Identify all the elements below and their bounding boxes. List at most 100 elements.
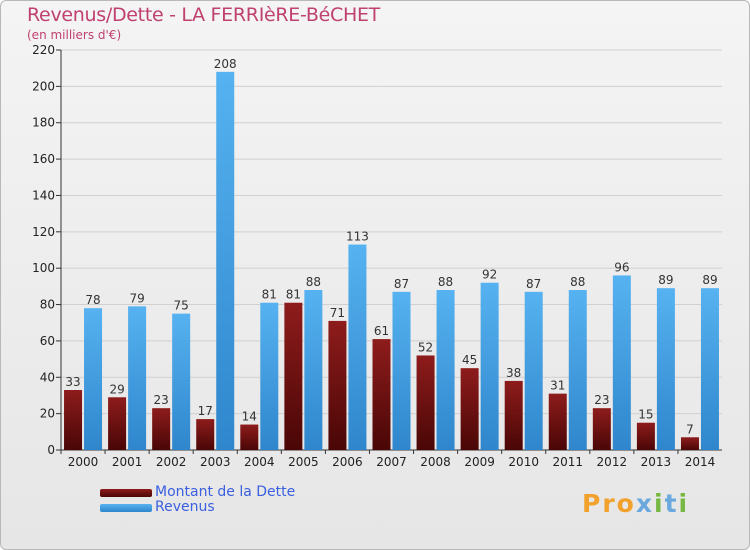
data-label-debt-2007: 61: [374, 324, 389, 338]
bar-revenus-2010: [524, 291, 543, 450]
data-label-debt-2002: 23: [154, 393, 169, 407]
bar-revenus-2007: [392, 291, 411, 450]
y-tick-label-180: 180: [32, 116, 55, 130]
logo-letter: t: [664, 489, 679, 518]
data-label-revenus-2010: 87: [526, 277, 541, 291]
data-label-revenus-2003: 208: [214, 57, 237, 71]
x-tick-label-2012: 2012: [597, 455, 628, 469]
bar-revenus-2002: [172, 313, 191, 450]
legend-swatch-debt: [100, 489, 152, 497]
bar-revenus-2003: [216, 71, 235, 451]
bar-debt-2005: [284, 302, 303, 450]
x-tick-label-2000: 2000: [68, 455, 99, 469]
legend-label-revenus: Revenus: [155, 499, 215, 515]
y-tick-label-120: 120: [32, 225, 55, 239]
bar-revenus-2008: [436, 290, 455, 450]
data-label-revenus-2009: 92: [482, 268, 497, 282]
y-tick-label-200: 200: [32, 79, 55, 93]
chart-title: Revenus/Dette - LA FERRIèRE-BéCHET: [27, 4, 380, 26]
data-label-debt-2011: 31: [550, 379, 565, 393]
bar-revenus-2011: [568, 290, 587, 450]
logo-letter: i: [654, 489, 665, 518]
y-tick-label-60: 60: [40, 334, 55, 348]
data-label-debt-2013: 15: [638, 408, 653, 422]
bar-revenus-2000: [84, 308, 103, 450]
data-label-debt-2014: 7: [686, 422, 694, 436]
data-label-revenus-2001: 79: [129, 291, 144, 305]
bar-debt-2008: [416, 355, 435, 450]
x-tick-label-2014: 2014: [685, 455, 716, 469]
bar-debt-2000: [64, 390, 83, 450]
y-tick-label-140: 140: [32, 188, 55, 202]
data-label-debt-2000: 33: [65, 375, 80, 389]
bars: [64, 71, 719, 451]
bar-debt-2002: [152, 408, 171, 450]
bar-revenus-2004: [260, 302, 279, 450]
data-label-debt-2005: 81: [286, 288, 301, 302]
x-tick-label-2003: 2003: [200, 455, 231, 469]
data-label-debt-2012: 23: [594, 393, 609, 407]
bar-debt-2012: [592, 408, 611, 450]
logo-letter: o: [616, 489, 636, 518]
x-tick-label-2009: 2009: [464, 455, 495, 469]
data-label-debt-2010: 38: [506, 366, 521, 380]
labels: 0 20 40 60 80 100 120 140 160 180 200 220 33 78 2000 29…: [32, 43, 718, 469]
logo-letter: i: [678, 489, 690, 518]
axes: [56, 49, 722, 454]
bar-debt-2004: [240, 424, 259, 450]
logo-letter: x: [635, 489, 654, 518]
legend-swatch-revenus: [100, 504, 152, 512]
chart-subtitle: (en milliers d'€): [27, 28, 122, 42]
legend-label-debt: Montant de la Dette: [155, 484, 296, 500]
x-tick-label-2008: 2008: [420, 455, 451, 469]
bar-debt-2013: [636, 422, 655, 450]
y-tick-label-40: 40: [40, 370, 55, 384]
bar-debt-2001: [108, 397, 127, 450]
logo-letter: P: [582, 489, 603, 518]
x-tick-label-2001: 2001: [112, 455, 143, 469]
data-label-revenus-2007: 87: [394, 277, 409, 291]
y-tick-label-160: 160: [32, 152, 55, 166]
bar-debt-2011: [548, 393, 567, 450]
data-label-debt-2008: 52: [418, 340, 433, 354]
data-label-revenus-2006: 113: [346, 230, 369, 244]
data-label-revenus-2000: 78: [85, 293, 100, 307]
bar-revenus-2014: [700, 288, 719, 450]
y-tick-label-20: 20: [40, 407, 55, 421]
bar-debt-2003: [196, 419, 215, 450]
bar-revenus-2013: [656, 288, 675, 450]
data-label-revenus-2002: 75: [174, 299, 189, 313]
bar-revenus-2012: [612, 275, 631, 450]
x-tick-label-2013: 2013: [641, 455, 672, 469]
x-tick-label-2004: 2004: [244, 455, 275, 469]
bar-revenus-2005: [304, 290, 323, 450]
x-tick-label-2006: 2006: [332, 455, 363, 469]
bar-revenus-2006: [348, 244, 367, 450]
bar-debt-2007: [372, 339, 391, 450]
data-label-revenus-2014: 89: [702, 273, 717, 287]
x-tick-label-2011: 2011: [552, 455, 583, 469]
x-tick-label-2007: 2007: [376, 455, 407, 469]
proxiti-logo: Proxiti: [582, 489, 689, 518]
data-label-revenus-2012: 96: [614, 260, 629, 274]
x-tick-label-2005: 2005: [288, 455, 319, 469]
data-label-debt-2001: 29: [109, 382, 124, 396]
bar-revenus-2001: [128, 306, 147, 450]
data-label-revenus-2004: 81: [262, 288, 277, 302]
y-tick-label-80: 80: [40, 298, 55, 312]
y-tick-label-0: 0: [47, 443, 55, 457]
y-tick-label-220: 220: [32, 43, 55, 57]
bar-debt-2009: [460, 368, 479, 450]
y-tick-label-100: 100: [32, 261, 55, 275]
data-label-revenus-2013: 89: [658, 273, 673, 287]
x-tick-label-2002: 2002: [156, 455, 187, 469]
data-label-revenus-2011: 88: [570, 275, 585, 289]
bar-revenus-2009: [480, 282, 499, 450]
data-label-debt-2003: 17: [198, 404, 213, 418]
data-label-revenus-2005: 88: [306, 275, 321, 289]
bar-debt-2010: [504, 380, 523, 450]
x-tick-label-2010: 2010: [508, 455, 539, 469]
bar-debt-2006: [328, 320, 347, 450]
